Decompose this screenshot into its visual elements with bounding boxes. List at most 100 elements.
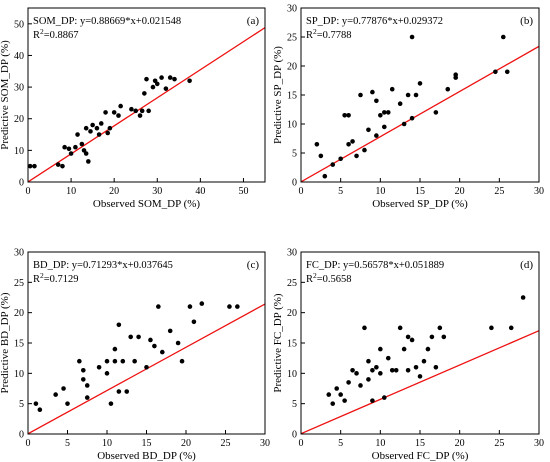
panel-c-ytick-label: 30 xyxy=(14,248,24,259)
panel-b-point-19 xyxy=(385,110,391,115)
panel-d-xtick-label: 30 xyxy=(534,438,544,449)
panel-c-point-11 xyxy=(104,358,110,364)
panel-a-point-18 xyxy=(98,121,104,126)
panel-c-point-4 xyxy=(65,401,70,406)
panel-a-point-26 xyxy=(133,108,139,114)
panel-b-point-7 xyxy=(346,142,351,147)
panel-a-point-27 xyxy=(137,113,143,118)
panel-b-point-8 xyxy=(350,139,355,144)
panel-b-point-24 xyxy=(409,34,415,40)
panel-a-point-6 xyxy=(68,151,74,156)
panel-d-ytick-label: 10 xyxy=(287,369,297,380)
panel-d-equation: FC_DP: y=0.56578*x+0.051889 xyxy=(306,260,444,271)
panel-d-point-14 xyxy=(374,364,379,370)
panel-d-point-13 xyxy=(370,398,375,403)
panel-a-xtick-label: 40 xyxy=(195,186,205,197)
panel-c-point-33 xyxy=(199,301,205,306)
panel-d-point-30 xyxy=(429,334,435,340)
panel-c-point-22 xyxy=(136,334,141,340)
panel-b-equation: SP_DP: y=0.77876*x+0.029372 xyxy=(306,16,443,27)
panel-c-point-3 xyxy=(61,386,66,391)
panel-b-point-22 xyxy=(401,121,407,127)
panel-c-point-27 xyxy=(160,349,165,355)
panel-c-point-12 xyxy=(104,371,110,376)
panel-a-point-19 xyxy=(103,110,108,115)
panel-d-point-8 xyxy=(358,383,363,388)
panel-d-ytick-label: 15 xyxy=(287,339,297,350)
panel-b-xtick-label: 15 xyxy=(415,186,425,197)
panel-c-point-13 xyxy=(108,401,114,406)
panel-a-ytick-label: 10 xyxy=(14,146,24,157)
panel-b-ytick-label: 30 xyxy=(287,4,297,15)
panel-b-xtick-label: 5 xyxy=(338,186,343,197)
panel-d-point-4 xyxy=(342,398,347,403)
panel-a-point-9 xyxy=(79,141,85,147)
panel-d-point-3 xyxy=(338,392,343,397)
panel-b-point-20 xyxy=(389,86,395,92)
panel-d-point-29 xyxy=(425,346,431,352)
panel-c-point-7 xyxy=(81,377,86,382)
panel-b-point-23 xyxy=(405,92,411,98)
panel-b-point-5 xyxy=(342,113,347,118)
panel-c-panel-tag: (c) xyxy=(247,259,260,271)
panel-c-ytick-label: 5 xyxy=(19,399,24,410)
panel-c-x-axis-label: Observed BD_DP (%) xyxy=(97,450,196,462)
panel-b-point-33 xyxy=(501,34,506,40)
panel-a-point-36 xyxy=(163,86,169,91)
panel-b-point-29 xyxy=(445,86,451,92)
panel-a-point-28 xyxy=(139,108,145,114)
panel-b-point-10 xyxy=(358,92,363,98)
panel-c-point-15 xyxy=(112,346,118,352)
panel-c-point-1 xyxy=(37,407,43,413)
panel-a-point-11 xyxy=(83,151,89,156)
panel-c-point-8 xyxy=(84,383,90,388)
panel-a-point-7 xyxy=(73,144,78,150)
panel-c-point-21 xyxy=(132,358,137,364)
panel-d-ytick-label: 0 xyxy=(292,430,297,441)
panel-b-point-4 xyxy=(338,156,343,162)
panel-b-point-28 xyxy=(433,110,439,115)
panel-a-point-35 xyxy=(159,75,164,80)
panel-a-point-37 xyxy=(167,75,173,80)
panel-a-point-25 xyxy=(129,106,134,112)
panel-b: 0 5 10 15 20 25 30 0 5 10 15 20 25 30 Observed SP_DP (… xyxy=(272,4,544,211)
panel-c-ytick-label: 15 xyxy=(14,339,24,350)
panel-a-point-20 xyxy=(105,130,111,136)
panel-d-point-25 xyxy=(409,337,415,343)
panel-b-point-12 xyxy=(366,127,371,133)
panel-a-xtick-label: 20 xyxy=(109,186,119,197)
panel-c-point-25 xyxy=(152,343,157,349)
panel-b-point-9 xyxy=(354,153,359,159)
panel-c-point-30 xyxy=(179,358,185,364)
panel-d-point-0 xyxy=(326,392,332,397)
panel-a-ytick-label: 20 xyxy=(14,114,24,125)
panel-a-point-3 xyxy=(60,163,65,169)
panel-b-point-34 xyxy=(504,69,510,75)
panel-a-point-39 xyxy=(187,78,192,84)
panel-b-xtick-label: 25 xyxy=(494,186,504,197)
panel-c-point-5 xyxy=(77,358,82,364)
panel-b-point-25 xyxy=(409,115,415,121)
panel-d-xtick-label: 15 xyxy=(415,438,425,449)
panel-d-point-34 xyxy=(489,325,494,331)
panel-b-x-axis-label: Observed SP_DP (%) xyxy=(372,198,468,210)
panel-a-point-38 xyxy=(172,76,177,82)
panel-b-ytick-label: 0 xyxy=(292,178,297,189)
panel-c-point-24 xyxy=(148,337,153,343)
panel-d-point-1 xyxy=(330,401,336,406)
panel-c-xtick-label: 20 xyxy=(181,438,191,449)
panel-b-point-1 xyxy=(318,153,324,159)
panel-c-point-10 xyxy=(96,364,102,370)
panel-d-point-19 xyxy=(389,368,395,373)
panel-c-point-34 xyxy=(227,304,232,309)
panel-b-point-31 xyxy=(453,72,459,77)
panel-a-equation: SOM_DP: y=0.88669*x+0.021548 xyxy=(33,16,181,27)
panel-a-point-32 xyxy=(150,84,156,90)
panel-b-xtick-label: 20 xyxy=(455,186,465,197)
panel-c-y-axis-label: Predictive BD_DP (%) xyxy=(0,292,11,393)
panel-c-xtick-label: 30 xyxy=(260,438,270,449)
panel-b-point-13 xyxy=(370,89,375,95)
panel-a-point-21 xyxy=(107,125,113,131)
panel-c-point-35 xyxy=(235,304,240,309)
